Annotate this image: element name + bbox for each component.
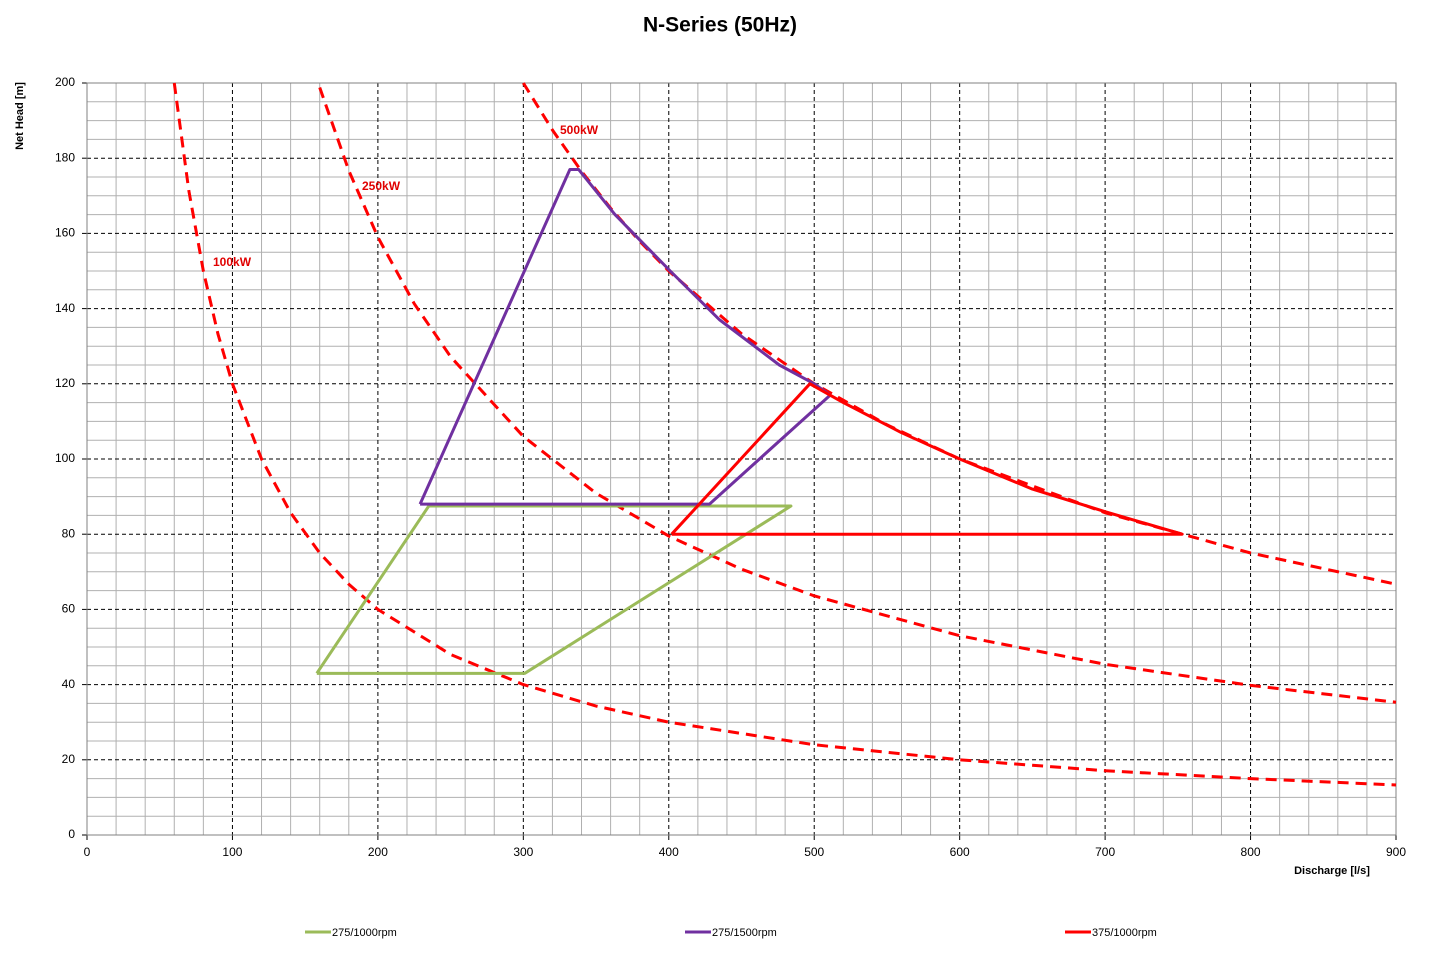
power-curve (172, 82, 1397, 787)
x-tick-label: 100 (222, 845, 242, 859)
power-curve (318, 87, 1397, 704)
y-tick-label: 60 (62, 602, 76, 616)
chart-title: N-Series (50Hz) (643, 14, 797, 37)
y-tick-label: 40 (62, 677, 76, 691)
series-line (315, 504, 793, 675)
x-tick-label: 400 (659, 845, 679, 859)
x-tick-label: 0 (84, 845, 91, 859)
y-tick-label: 20 (62, 752, 76, 766)
y-tick-label: 180 (55, 150, 75, 164)
x-tick-label: 500 (804, 845, 824, 859)
legend-label: 275/1000rpm (332, 927, 397, 939)
plot-border (86, 82, 1397, 836)
curve-label: 500kW (560, 123, 599, 137)
legend-label: 275/1500rpm (712, 927, 777, 939)
y-tick-label: 100 (55, 451, 75, 465)
curve-label: 100kW (213, 255, 252, 269)
y-tick-label: 200 (55, 75, 75, 89)
x-axis-title: Discharge [l/s] (1294, 865, 1370, 877)
y-axis-title: Net Head [m] (14, 82, 26, 150)
x-tick-label: 200 (368, 845, 388, 859)
plot-area (172, 82, 1397, 787)
y-tick-label: 80 (62, 526, 76, 540)
y-tick-label: 160 (55, 226, 75, 240)
x-tick-label: 600 (950, 845, 970, 859)
series-line (670, 382, 1184, 536)
y-tick-label: 140 (55, 301, 75, 315)
x-tick-label: 700 (1095, 845, 1115, 859)
series-line (418, 167, 832, 506)
y-tick-label: 0 (68, 827, 75, 841)
x-tick-label: 300 (513, 845, 533, 859)
legend-label: 375/1000rpm (1092, 927, 1157, 939)
y-tick-label: 120 (55, 376, 75, 390)
x-tick-label: 900 (1386, 845, 1406, 859)
curve-label: 250kW (362, 179, 401, 193)
x-tick-label: 800 (1241, 845, 1261, 859)
